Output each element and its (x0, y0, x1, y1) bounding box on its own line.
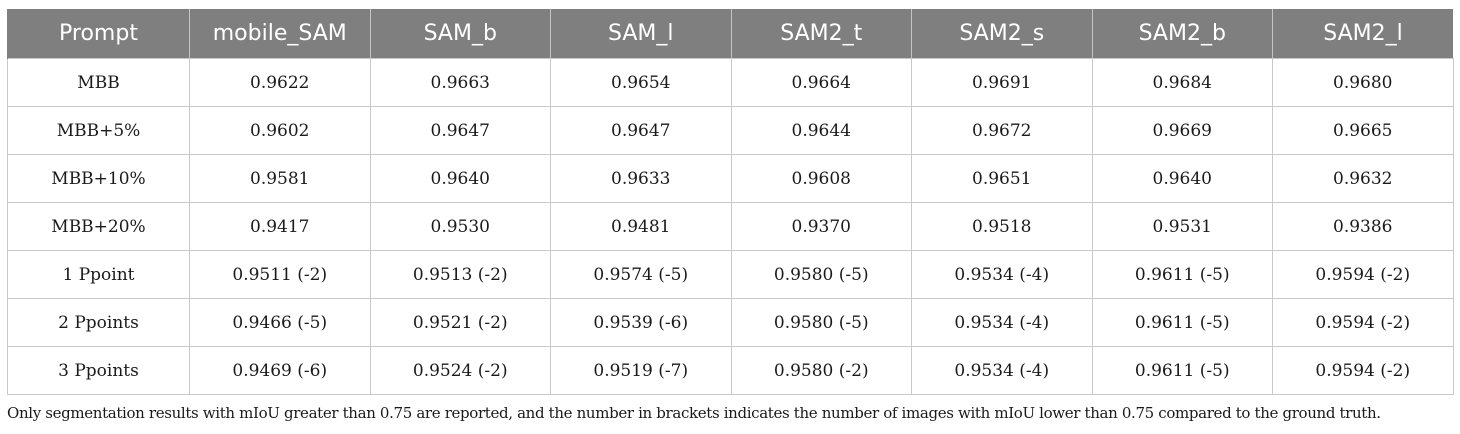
table-cell: 0.9370 (730, 202, 912, 251)
table-cell: 0.9531 (1091, 202, 1273, 251)
prompt-cell: MBB (7, 58, 190, 107)
header-cell-sam2-b: SAM2_b (1091, 9, 1273, 59)
table-cell: 0.9518 (911, 202, 1093, 251)
results-table: Prompt mobile_SAM SAM_b SAM_l SAM2_t SAM… (7, 9, 1454, 395)
header-cell-sam-l: SAM_l (550, 9, 731, 59)
table-cell: 0.9594 (-2) (1272, 346, 1454, 395)
table-cell: 0.9664 (730, 58, 912, 107)
table-cell: 0.9581 (189, 154, 371, 203)
table-cell: 0.9530 (369, 202, 551, 251)
table-cell: 0.9608 (730, 154, 912, 203)
table-cell: 0.9640 (369, 154, 551, 203)
table-cell: 0.9622 (189, 58, 371, 107)
table-cell: 0.9665 (1272, 106, 1454, 155)
header-cell-mobile-sam: mobile_SAM (189, 9, 370, 59)
table-cell: 0.9539 (-6) (550, 298, 732, 347)
table-cell: 0.9633 (550, 154, 732, 203)
prompt-cell: 3 Ppoints (7, 346, 190, 395)
table-cell: 0.9632 (1272, 154, 1454, 203)
table-cell: 0.9669 (1091, 106, 1273, 155)
table-cell: 0.9466 (-5) (189, 298, 371, 347)
table-footnote: Only segmentation results with mIoU grea… (7, 404, 1381, 422)
header-cell-prompt: Prompt (7, 9, 190, 59)
table-row: 3 Ppoints 0.9469 (-6) 0.9524 (-2) 0.9519… (7, 346, 1454, 395)
table-cell: 0.9680 (1272, 58, 1454, 107)
table-row: 2 Ppoints 0.9466 (-5) 0.9521 (-2) 0.9539… (7, 298, 1454, 347)
header-cell-sam2-t: SAM2_t (730, 9, 912, 59)
table-cell: 0.9417 (189, 202, 371, 251)
table-cell: 0.9640 (1091, 154, 1273, 203)
table-cell: 0.9521 (-2) (369, 298, 551, 347)
table-cell: 0.9691 (911, 58, 1093, 107)
table-cell: 0.9672 (911, 106, 1093, 155)
table-cell: 0.9594 (-2) (1272, 298, 1454, 347)
table-body: MBB 0.9622 0.9663 0.9654 0.9664 0.9691 0… (7, 58, 1454, 395)
table-cell: 0.9524 (-2) (369, 346, 551, 395)
table-cell: 0.9611 (-5) (1091, 346, 1273, 395)
header-cell-sam2-s: SAM2_s (911, 9, 1092, 59)
table-cell: 0.9651 (911, 154, 1093, 203)
table-cell: 0.9519 (-7) (550, 346, 732, 395)
table-cell: 0.9580 (-2) (730, 346, 912, 395)
table-cell: 0.9644 (730, 106, 912, 155)
table-cell: 0.9534 (-4) (911, 346, 1093, 395)
prompt-cell: 1 Ppoint (7, 250, 190, 299)
prompt-cell: MBB+20% (7, 202, 190, 251)
table-cell: 0.9594 (-2) (1272, 250, 1454, 299)
table-cell: 0.9611 (-5) (1091, 298, 1273, 347)
prompt-cell: 2 Ppoints (7, 298, 190, 347)
prompt-cell: MBB+5% (7, 106, 190, 155)
table-cell: 0.9580 (-5) (730, 298, 912, 347)
header-cell-sam2-l: SAM2_l (1272, 9, 1453, 59)
table-cell: 0.9647 (369, 106, 551, 155)
table-cell: 0.9386 (1272, 202, 1454, 251)
table-cell: 0.9511 (-2) (189, 250, 371, 299)
table-cell: 0.9647 (550, 106, 732, 155)
table-cell: 0.9654 (550, 58, 732, 107)
table-cell: 0.9481 (550, 202, 732, 251)
table-row: MBB+20% 0.9417 0.9530 0.9481 0.9370 0.95… (7, 202, 1454, 251)
table-row: MBB+5% 0.9602 0.9647 0.9647 0.9644 0.967… (7, 106, 1454, 155)
table-cell: 0.9534 (-4) (911, 298, 1093, 347)
table-cell: 0.9663 (369, 58, 551, 107)
table-row: 1 Ppoint 0.9511 (-2) 0.9513 (-2) 0.9574 … (7, 250, 1454, 299)
table-row: MBB+10% 0.9581 0.9640 0.9633 0.9608 0.96… (7, 154, 1454, 203)
table-cell: 0.9611 (-5) (1091, 250, 1273, 299)
prompt-cell: MBB+10% (7, 154, 190, 203)
header-row: Prompt mobile_SAM SAM_b SAM_l SAM2_t SAM… (7, 9, 1453, 59)
table-cell: 0.9684 (1091, 58, 1273, 107)
table-cell: 0.9580 (-5) (730, 250, 912, 299)
table-cell: 0.9513 (-2) (369, 250, 551, 299)
header-cell-sam-b: SAM_b (369, 9, 551, 59)
table-cell: 0.9534 (-4) (911, 250, 1093, 299)
table-cell: 0.9602 (189, 106, 371, 155)
table-header: Prompt mobile_SAM SAM_b SAM_l SAM2_t SAM… (7, 9, 1453, 59)
results-table-container: Prompt mobile_SAM SAM_b SAM_l SAM2_t SAM… (7, 9, 1454, 395)
table-row: MBB 0.9622 0.9663 0.9654 0.9664 0.9691 0… (7, 58, 1454, 107)
table-cell: 0.9469 (-6) (189, 346, 371, 395)
table-cell: 0.9574 (-5) (550, 250, 732, 299)
